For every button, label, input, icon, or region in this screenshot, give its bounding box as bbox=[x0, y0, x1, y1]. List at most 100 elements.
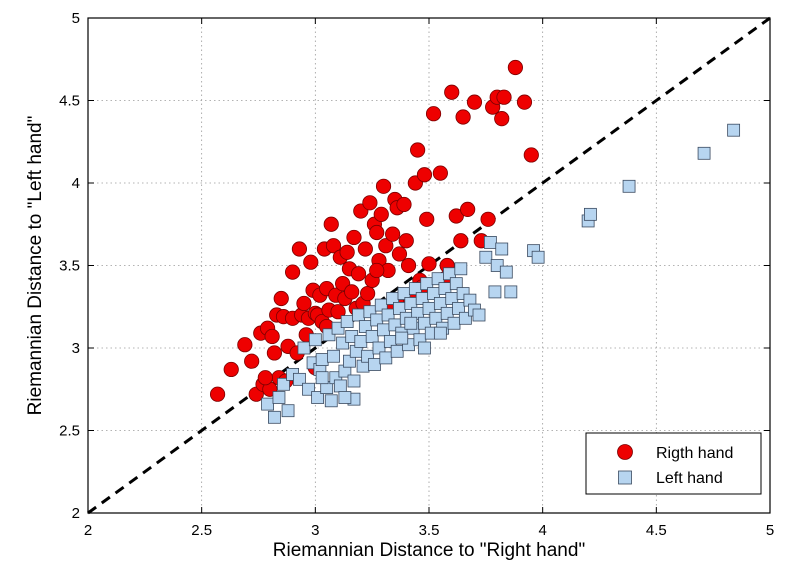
left-hand-point bbox=[504, 285, 518, 299]
x-tick-label: 2.5 bbox=[191, 522, 212, 539]
y-tick-label: 2.5 bbox=[59, 423, 80, 440]
rigth-hand-point bbox=[480, 211, 496, 227]
left-hand-point bbox=[499, 265, 513, 279]
rigth-hand-point bbox=[375, 178, 392, 194]
rigth-hand-point bbox=[448, 208, 464, 224]
left-hand-point bbox=[374, 298, 388, 312]
y-tick-label: 3.5 bbox=[59, 258, 80, 275]
left-hand-point bbox=[447, 316, 461, 330]
left-hand-point bbox=[281, 404, 295, 418]
left-hand-point bbox=[531, 250, 545, 264]
rigth-hand-point bbox=[400, 257, 417, 274]
rigth-hand-point bbox=[350, 266, 367, 282]
rigth-hand-point bbox=[385, 226, 401, 242]
left-hand-point bbox=[483, 235, 497, 249]
rigth-hand-point bbox=[223, 361, 239, 378]
x-tick-label: 2 bbox=[84, 522, 92, 539]
left-hand-point bbox=[372, 341, 386, 355]
left-hand-point bbox=[261, 397, 274, 411]
left-hand-point bbox=[472, 308, 486, 322]
rigth-hand-point bbox=[264, 328, 280, 345]
left-hand-point bbox=[340, 315, 354, 329]
left-hand-point bbox=[697, 146, 711, 160]
rigth-hand-point bbox=[496, 89, 512, 105]
rigth-hand-point bbox=[396, 196, 412, 213]
left-hand-point bbox=[352, 308, 365, 322]
rigth-hand-point bbox=[325, 238, 342, 254]
left-hand-point bbox=[354, 334, 368, 348]
rigth-hand-point bbox=[273, 290, 289, 307]
rigth-hand-point bbox=[369, 262, 385, 279]
y-tick-label: 3 bbox=[72, 340, 80, 357]
left-hand-point bbox=[308, 333, 322, 347]
left-hand-point bbox=[488, 285, 502, 299]
rigth-hand-point bbox=[303, 254, 319, 270]
rigth-hand-point bbox=[523, 147, 539, 163]
legend-label-left-hand: Left hand bbox=[656, 470, 723, 487]
rigth-hand-point bbox=[284, 264, 301, 280]
left-hand-point bbox=[377, 323, 390, 337]
rigth-hand-point bbox=[266, 345, 283, 361]
rigth-hand-point bbox=[494, 111, 510, 127]
left-hand-point bbox=[379, 351, 393, 365]
left-hand-point bbox=[584, 207, 597, 221]
x-tick-label: 4 bbox=[538, 522, 546, 539]
rigth-hand-point bbox=[362, 195, 378, 211]
left-hand-point bbox=[395, 331, 409, 345]
rigth-hand-point bbox=[244, 353, 260, 369]
axis-ticks: 2 2.5 3 3.5 4 4.5 5 2 2.5 3 3.5 4 4.5 5 bbox=[59, 10, 774, 539]
y-tick-label: 4.5 bbox=[59, 93, 80, 110]
rigth-hand-point bbox=[237, 337, 253, 353]
left-hand-point bbox=[311, 391, 325, 404]
rigth-hand-point bbox=[346, 229, 362, 246]
rigth-hand-point bbox=[410, 142, 426, 158]
rigth-hand-point bbox=[378, 238, 394, 254]
left-hand-point bbox=[449, 277, 463, 291]
rigth-hand-point bbox=[460, 201, 476, 217]
rigth-hand-point bbox=[291, 241, 308, 257]
left-hand-point bbox=[390, 344, 404, 358]
left-hand-point bbox=[324, 394, 338, 408]
legend-label-rigth-hand: Rigth hand bbox=[656, 445, 733, 462]
left-hand-point bbox=[297, 341, 311, 355]
rigth-hand-point bbox=[257, 370, 273, 386]
legend-box bbox=[585, 432, 762, 495]
legend-marker-rigth-hand bbox=[617, 444, 633, 460]
left-hand-point bbox=[315, 353, 329, 366]
rigth-hand-point bbox=[455, 109, 471, 125]
rigth-hand-point bbox=[421, 256, 437, 272]
rigth-hand-point bbox=[416, 167, 433, 183]
y-axis-label: Riemannian Distance to "Left hand" bbox=[25, 116, 46, 416]
left-hand-point bbox=[404, 316, 418, 330]
left-hand-point bbox=[333, 379, 347, 393]
rigth-hand-point bbox=[419, 211, 435, 227]
x-tick-label: 4.5 bbox=[646, 522, 667, 539]
rigth-hand-point bbox=[323, 216, 339, 232]
left-hand-point bbox=[479, 250, 493, 264]
rigth-hand-point bbox=[369, 224, 385, 241]
y-tick-label: 4 bbox=[72, 175, 80, 192]
left-hand-point bbox=[622, 179, 636, 193]
y-tick-label: 5 bbox=[72, 10, 80, 27]
rigth-hand-point bbox=[425, 106, 442, 122]
series-rigth-hand bbox=[209, 59, 539, 402]
x-axis-label: Riemannian Distance to "Right hand" bbox=[273, 540, 585, 561]
left-hand-point bbox=[272, 391, 286, 404]
left-hand-point bbox=[454, 262, 468, 276]
x-tick-label: 3.5 bbox=[419, 522, 440, 539]
left-hand-point bbox=[293, 372, 306, 386]
left-hand-point bbox=[268, 410, 281, 424]
left-hand-point bbox=[347, 374, 361, 388]
rigth-hand-point bbox=[296, 295, 312, 312]
rigth-hand-point bbox=[391, 246, 408, 262]
rigth-hand-point bbox=[516, 94, 533, 110]
rigth-hand-point bbox=[209, 386, 226, 402]
rigth-hand-point bbox=[357, 241, 373, 257]
y-tick-label: 2 bbox=[72, 505, 80, 522]
rigth-hand-point bbox=[339, 244, 355, 260]
left-hand-point bbox=[452, 301, 465, 315]
left-hand-point bbox=[327, 349, 340, 363]
left-hand-point bbox=[343, 354, 356, 368]
left-hand-point bbox=[418, 341, 431, 355]
